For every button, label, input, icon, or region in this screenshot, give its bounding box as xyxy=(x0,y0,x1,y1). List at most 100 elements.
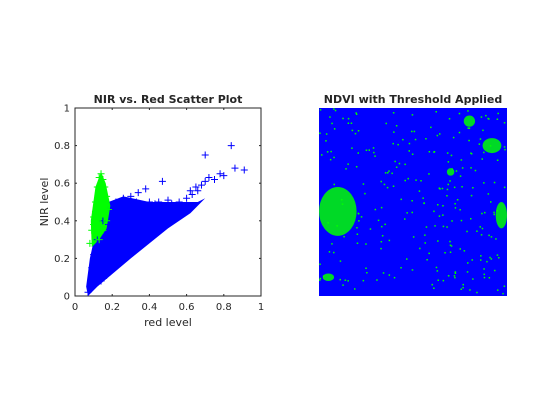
ndvi-speckle xyxy=(454,276,456,279)
scatter-point xyxy=(173,204,181,212)
ndvi-speckle xyxy=(428,173,430,175)
scatter-point xyxy=(201,177,209,185)
ndvi-vegetation-region xyxy=(319,186,357,236)
ndvi-speckle xyxy=(433,151,436,153)
y-tick-label: 1 xyxy=(64,104,70,115)
ndvi-vegetation-region xyxy=(482,138,502,154)
ndvi-speckle xyxy=(446,195,448,197)
ndvi-speckle xyxy=(339,260,342,262)
ndvi-speckle xyxy=(462,283,464,286)
scatter-point xyxy=(121,247,129,255)
ndvi-speckle xyxy=(476,230,478,232)
ndvi-speckle xyxy=(402,138,404,141)
ndvi-speckle xyxy=(493,181,496,184)
scatter-point xyxy=(240,166,248,174)
ndvi-speckle xyxy=(420,180,422,182)
ndvi-speckle xyxy=(469,289,471,291)
x-tick-label: 1 xyxy=(258,302,264,313)
scatter-point xyxy=(164,196,172,204)
scatter-point xyxy=(101,198,109,206)
ndvi-speckle xyxy=(329,116,331,118)
ndvi-speckle xyxy=(356,227,358,229)
ndvi-speckle xyxy=(364,192,366,195)
ndvi-speckle xyxy=(357,130,360,132)
ndvi-speckle xyxy=(437,279,439,281)
ndvi-speckle xyxy=(480,255,482,257)
ndvi-speckle xyxy=(490,201,492,203)
ndvi-speckle xyxy=(333,128,336,130)
ndvi-speckle xyxy=(484,211,486,214)
ndvi-speckle xyxy=(345,168,347,170)
ndvi-speckle xyxy=(407,177,409,180)
scatter-point xyxy=(112,245,120,253)
ndvi-speckle xyxy=(459,248,461,250)
scatter-point xyxy=(103,192,111,200)
ndvi-speckle xyxy=(454,271,457,273)
scatter-point xyxy=(129,239,137,247)
ndvi-speckle xyxy=(442,205,444,207)
ndvi-speckle xyxy=(434,225,436,227)
ndvi-speckle xyxy=(336,225,338,227)
ndvi-speckle xyxy=(426,259,428,261)
ndvi-speckle xyxy=(442,225,445,228)
scatter-title: NIR vs. Red Scatter Plot xyxy=(94,93,243,106)
ndvi-speckle xyxy=(400,267,402,269)
ndvi-speckle xyxy=(471,259,473,261)
ndvi-speckle xyxy=(372,147,375,149)
scatter-point xyxy=(103,217,111,225)
scatter-y-ticks: 0 0.2 0.4 0.6 0.8 1 xyxy=(54,104,261,303)
ndvi-speckle xyxy=(446,226,448,228)
ndvi-speckle xyxy=(356,233,359,235)
ndvi-speckle xyxy=(488,234,490,237)
scatter-point xyxy=(197,181,205,189)
ndvi-speckle xyxy=(388,239,391,242)
scatter-point xyxy=(158,177,166,185)
ndvi-speckle xyxy=(468,127,471,129)
ndvi-speckle xyxy=(339,278,341,281)
scatter-point xyxy=(91,232,99,240)
ndvi-speckle xyxy=(480,234,483,236)
ndvi-speckle xyxy=(490,258,493,260)
ndvi-speckle xyxy=(467,110,469,112)
scatter-point xyxy=(227,142,235,150)
ndvi-speckle xyxy=(470,152,472,154)
ndvi-speckle xyxy=(483,268,485,270)
scatter-point xyxy=(201,151,209,159)
ndvi-speckle xyxy=(472,187,474,189)
ndvi-speckle xyxy=(481,212,483,215)
ndvi-speckle xyxy=(325,140,327,142)
scatter-point xyxy=(216,170,224,178)
scatter-point xyxy=(101,209,109,217)
ndvi-speckle xyxy=(460,159,463,161)
ndvi-speckle xyxy=(406,212,408,214)
ndvi-speckle xyxy=(365,149,368,151)
ndvi-speckle xyxy=(334,109,337,112)
ndvi-speckle xyxy=(496,209,499,212)
y-tick-label: 0.4 xyxy=(54,216,70,227)
ndvi-speckle xyxy=(479,138,482,140)
ndvi-speckle xyxy=(393,276,396,279)
x-tick-label: 0.2 xyxy=(104,302,120,313)
scatter-point xyxy=(194,187,202,195)
ndvi-speckle xyxy=(388,170,390,172)
scatter-point xyxy=(132,224,140,232)
ndvi-title: NDVI with Threshold Applied xyxy=(324,93,502,106)
ndvi-speckle xyxy=(374,208,377,211)
ndvi-speckle xyxy=(406,258,408,260)
scatter-point xyxy=(138,219,146,227)
scatter-point xyxy=(88,226,96,234)
ndvi-speckle xyxy=(362,183,365,185)
ndvi-speckle xyxy=(449,244,452,246)
scatter-point xyxy=(93,183,101,191)
ndvi-speckle xyxy=(380,241,383,243)
scatter-point xyxy=(90,213,98,221)
ndvi-speckle xyxy=(373,151,375,154)
ndvi-speckle xyxy=(400,198,402,201)
scatter-point xyxy=(132,198,140,206)
ndvi-speckle xyxy=(446,152,449,154)
scatter-point xyxy=(93,269,101,277)
ndvi-speckle xyxy=(447,183,449,186)
ndvi-speckle xyxy=(488,277,491,279)
x-tick-label: 0.4 xyxy=(141,302,157,313)
